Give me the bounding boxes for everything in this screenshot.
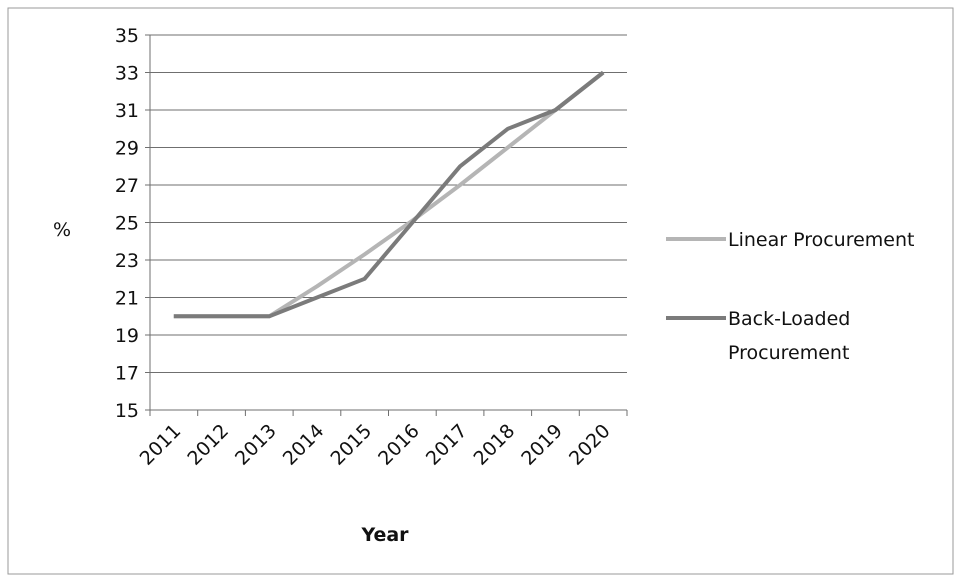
legend-label: Back-Loaded — [728, 308, 850, 330]
y-tick-label: 27 — [115, 175, 139, 197]
x-tick-label: 2019 — [517, 420, 567, 470]
x-tick-label: 2020 — [565, 420, 615, 470]
axes — [145, 34, 628, 416]
y-tick-label: 29 — [115, 138, 139, 160]
series-lines — [173, 70, 605, 319]
x-tick-label: 2016 — [374, 420, 424, 470]
series-line-back-loaded — [173, 70, 605, 319]
y-tick-label: 15 — [115, 400, 139, 422]
y-tick-label: 23 — [115, 250, 139, 272]
x-tick-label: 2011 — [136, 420, 186, 470]
x-tick-label: 2013 — [231, 420, 281, 470]
y-tick-labels: 15 17 19 21 23 25 27 29 31 33 35 — [115, 25, 139, 422]
chart-border — [7, 7, 954, 575]
y-tick-label: 25 — [115, 213, 139, 235]
y-tick-label: 35 — [115, 25, 139, 47]
x-tick-label: 2017 — [422, 420, 472, 470]
y-tick-label: 33 — [115, 63, 139, 85]
x-tick-label: 2014 — [279, 420, 329, 470]
x-axis-title: Year — [360, 524, 409, 546]
y-tick-label: 19 — [115, 325, 139, 347]
series-line-linear — [173, 70, 605, 319]
legend-label: Linear Procurement — [728, 229, 915, 251]
x-tick-label: 2012 — [183, 420, 233, 470]
x-tick-label: 2015 — [326, 420, 376, 470]
legend: Linear Procurement Back-Loaded Procurement — [666, 229, 915, 364]
y-tick-label: 17 — [115, 363, 139, 385]
y-axis-title: % — [53, 219, 71, 241]
y-tick-label: 21 — [115, 288, 139, 310]
x-tick-label: 2018 — [470, 420, 520, 470]
gridlines — [150, 34, 627, 373]
y-tick-label: 31 — [115, 100, 139, 122]
legend-label: Procurement — [728, 342, 849, 364]
